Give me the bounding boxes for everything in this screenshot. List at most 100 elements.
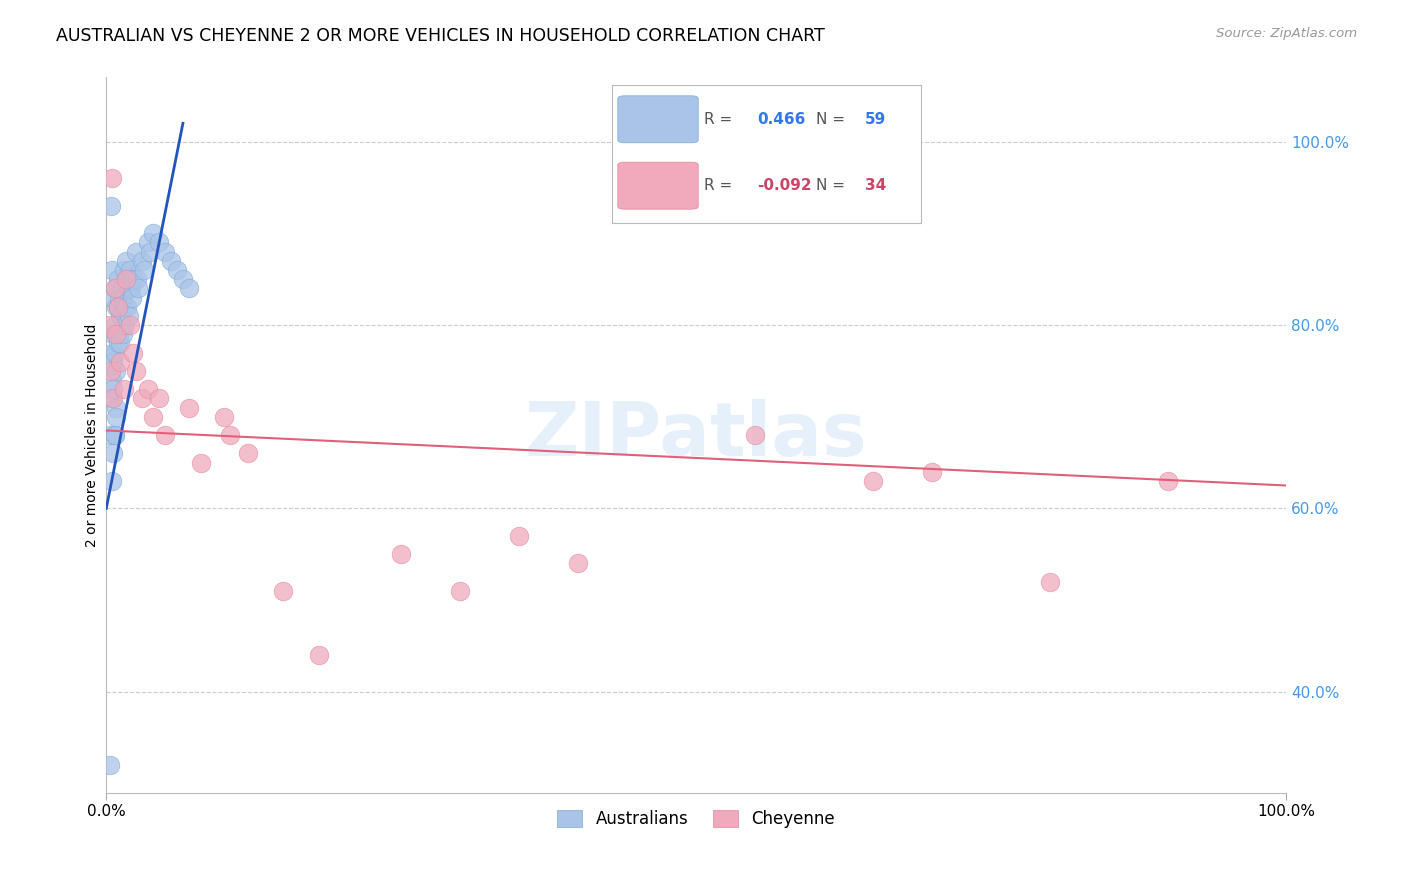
Point: [101, 291, 124, 305]
Point: [131, 392, 153, 406]
Point: [136, 235, 159, 250]
Point: [219, 428, 242, 442]
Point: [107, 272, 129, 286]
Point: [160, 253, 183, 268]
Text: N =: N =: [815, 112, 849, 127]
Point: [148, 392, 170, 406]
Point: [172, 272, 194, 286]
Point: [190, 456, 212, 470]
Text: R =: R =: [704, 112, 738, 127]
Point: [508, 529, 530, 543]
Point: [110, 309, 132, 323]
Point: [108, 327, 131, 342]
Point: [98, 318, 121, 332]
Point: [121, 291, 143, 305]
Point: [107, 300, 129, 314]
Point: [101, 345, 124, 359]
Point: [122, 345, 145, 359]
Point: [142, 227, 165, 241]
Legend: Australians, Cheyenne: Australians, Cheyenne: [550, 803, 842, 834]
Point: [117, 300, 139, 314]
Point: [101, 373, 124, 387]
Y-axis label: 2 or more Vehicles in Household: 2 or more Vehicles in Household: [86, 324, 100, 547]
Point: [567, 557, 589, 571]
Point: [101, 171, 124, 186]
Point: [103, 281, 125, 295]
FancyBboxPatch shape: [617, 95, 699, 143]
Text: N =: N =: [815, 178, 849, 194]
Point: [108, 291, 131, 305]
Point: [103, 345, 125, 359]
Point: [100, 199, 122, 213]
Point: [98, 428, 121, 442]
Point: [120, 281, 142, 295]
Point: [308, 648, 330, 662]
Point: [118, 281, 141, 295]
Point: [112, 263, 135, 277]
Text: 34: 34: [865, 178, 887, 194]
Point: [136, 382, 159, 396]
Point: [107, 300, 129, 314]
Point: [125, 364, 148, 378]
Point: [114, 318, 136, 332]
Point: [104, 401, 127, 415]
Point: [101, 474, 124, 488]
Text: R =: R =: [704, 178, 738, 194]
Point: [389, 547, 412, 561]
Point: [103, 354, 125, 368]
Text: 0.466: 0.466: [756, 112, 806, 127]
Point: [131, 253, 153, 268]
Point: [115, 272, 138, 286]
Point: [100, 364, 122, 378]
Point: [112, 300, 135, 314]
Point: [110, 354, 132, 368]
Point: [449, 583, 471, 598]
Point: [155, 428, 177, 442]
Point: [212, 409, 235, 424]
Point: [104, 327, 127, 342]
Point: [101, 263, 124, 277]
Point: [111, 291, 134, 305]
Point: [115, 253, 138, 268]
Point: [103, 428, 125, 442]
Point: [104, 327, 127, 342]
Point: [103, 382, 125, 396]
Point: [110, 336, 132, 351]
Point: [236, 446, 259, 460]
Point: [142, 409, 165, 424]
Point: [921, 465, 943, 479]
Point: [744, 428, 766, 442]
Point: [122, 272, 145, 286]
Point: [166, 263, 188, 277]
Point: [107, 336, 129, 351]
Point: [125, 244, 148, 259]
Point: [132, 263, 155, 277]
Text: ZIPatlas: ZIPatlas: [524, 399, 868, 472]
Point: [125, 272, 148, 286]
Point: [862, 474, 884, 488]
Point: [100, 392, 122, 406]
Text: AUSTRALIAN VS CHEYENNE 2 OR MORE VEHICLES IN HOUSEHOLD CORRELATION CHART: AUSTRALIAN VS CHEYENNE 2 OR MORE VEHICLE…: [56, 27, 825, 45]
Point: [111, 327, 134, 342]
Point: [271, 583, 294, 598]
Point: [103, 428, 125, 442]
Point: [103, 281, 125, 295]
Point: [139, 244, 162, 259]
Point: [155, 244, 177, 259]
Text: -0.092: -0.092: [756, 178, 811, 194]
Point: [103, 392, 125, 406]
Point: [98, 758, 121, 772]
Point: [103, 318, 125, 332]
Point: [1039, 574, 1062, 589]
Point: [118, 318, 141, 332]
Point: [127, 281, 149, 295]
FancyBboxPatch shape: [617, 162, 699, 210]
Point: [177, 401, 200, 415]
Point: [117, 272, 139, 286]
Point: [177, 281, 200, 295]
Point: [148, 235, 170, 250]
Point: [1157, 474, 1180, 488]
Point: [103, 327, 125, 342]
Text: Source: ZipAtlas.com: Source: ZipAtlas.com: [1216, 27, 1357, 40]
Point: [103, 446, 125, 460]
